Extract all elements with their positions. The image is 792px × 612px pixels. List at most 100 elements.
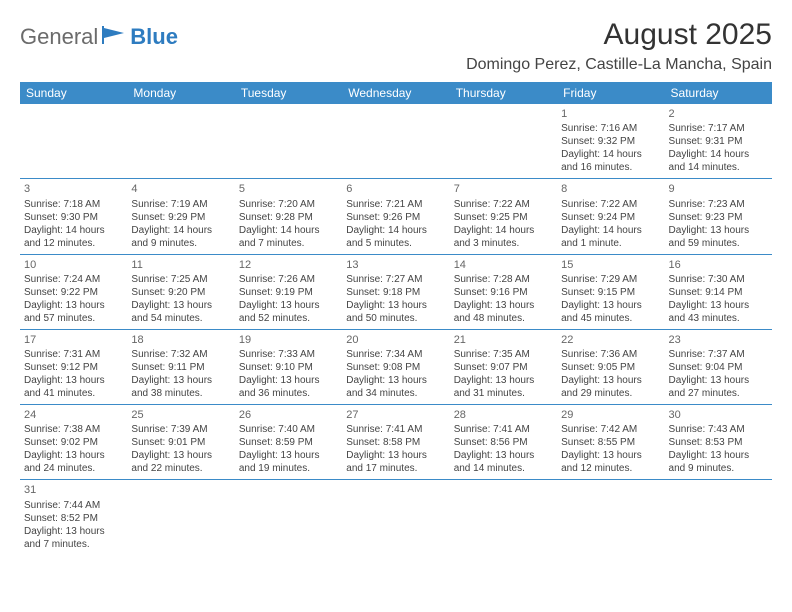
day-number: 4 <box>131 182 230 196</box>
cell-daylight2: and 34 minutes. <box>346 387 445 400</box>
cell-daylight1: Daylight: 13 hours <box>346 449 445 462</box>
calendar-cell: 6Sunrise: 7:21 AMSunset: 9:26 PMDaylight… <box>342 179 449 254</box>
cell-daylight2: and 38 minutes. <box>131 387 230 400</box>
calendar-cell: 5Sunrise: 7:20 AMSunset: 9:28 PMDaylight… <box>235 179 342 254</box>
cell-sunrise: Sunrise: 7:41 AM <box>454 423 553 436</box>
cell-sunset: Sunset: 9:18 PM <box>346 286 445 299</box>
calendar-cell: 22Sunrise: 7:36 AMSunset: 9:05 PMDayligh… <box>557 329 664 404</box>
calendar-cell: 19Sunrise: 7:33 AMSunset: 9:10 PMDayligh… <box>235 329 342 404</box>
cell-sunset: Sunset: 9:11 PM <box>131 361 230 374</box>
calendar-cell: 31Sunrise: 7:44 AMSunset: 8:52 PMDayligh… <box>20 480 127 555</box>
day-number: 20 <box>346 333 445 347</box>
cell-sunset: Sunset: 9:01 PM <box>131 436 230 449</box>
weekday-header: Tuesday <box>235 82 342 104</box>
day-number: 2 <box>669 107 768 121</box>
day-number: 28 <box>454 408 553 422</box>
calendar-cell <box>20 104 127 179</box>
cell-daylight2: and 52 minutes. <box>239 312 338 325</box>
calendar-cell <box>557 480 664 555</box>
cell-daylight1: Daylight: 14 hours <box>131 224 230 237</box>
calendar-cell: 8Sunrise: 7:22 AMSunset: 9:24 PMDaylight… <box>557 179 664 254</box>
cell-sunset: Sunset: 9:14 PM <box>669 286 768 299</box>
day-number: 13 <box>346 258 445 272</box>
cell-sunrise: Sunrise: 7:39 AM <box>131 423 230 436</box>
calendar-cell <box>235 104 342 179</box>
calendar-cell: 2Sunrise: 7:17 AMSunset: 9:31 PMDaylight… <box>665 104 772 179</box>
calendar-cell <box>127 480 234 555</box>
cell-sunrise: Sunrise: 7:38 AM <box>24 423 123 436</box>
calendar-cell: 27Sunrise: 7:41 AMSunset: 8:58 PMDayligh… <box>342 405 449 480</box>
cell-sunset: Sunset: 9:02 PM <box>24 436 123 449</box>
calendar-row: 10Sunrise: 7:24 AMSunset: 9:22 PMDayligh… <box>20 254 772 329</box>
cell-sunrise: Sunrise: 7:22 AM <box>561 198 660 211</box>
calendar-cell <box>342 480 449 555</box>
cell-sunset: Sunset: 8:56 PM <box>454 436 553 449</box>
cell-sunrise: Sunrise: 7:16 AM <box>561 122 660 135</box>
cell-sunset: Sunset: 9:23 PM <box>669 211 768 224</box>
weekday-header-row: Sunday Monday Tuesday Wednesday Thursday… <box>20 82 772 104</box>
calendar-cell: 13Sunrise: 7:27 AMSunset: 9:18 PMDayligh… <box>342 254 449 329</box>
calendar-row: 3Sunrise: 7:18 AMSunset: 9:30 PMDaylight… <box>20 179 772 254</box>
calendar-cell: 12Sunrise: 7:26 AMSunset: 9:19 PMDayligh… <box>235 254 342 329</box>
calendar-cell: 1Sunrise: 7:16 AMSunset: 9:32 PMDaylight… <box>557 104 664 179</box>
cell-sunset: Sunset: 8:59 PM <box>239 436 338 449</box>
cell-daylight2: and 29 minutes. <box>561 387 660 400</box>
cell-sunset: Sunset: 9:26 PM <box>346 211 445 224</box>
cell-sunrise: Sunrise: 7:29 AM <box>561 273 660 286</box>
cell-sunset: Sunset: 9:05 PM <box>561 361 660 374</box>
calendar-cell: 23Sunrise: 7:37 AMSunset: 9:04 PMDayligh… <box>665 329 772 404</box>
cell-sunrise: Sunrise: 7:28 AM <box>454 273 553 286</box>
day-number: 19 <box>239 333 338 347</box>
cell-daylight2: and 41 minutes. <box>24 387 123 400</box>
cell-sunset: Sunset: 9:29 PM <box>131 211 230 224</box>
cell-daylight2: and 7 minutes. <box>24 538 123 551</box>
cell-daylight1: Daylight: 13 hours <box>561 299 660 312</box>
cell-daylight2: and 19 minutes. <box>239 462 338 475</box>
calendar-cell: 29Sunrise: 7:42 AMSunset: 8:55 PMDayligh… <box>557 405 664 480</box>
day-number: 30 <box>669 408 768 422</box>
cell-daylight2: and 3 minutes. <box>454 237 553 250</box>
cell-daylight1: Daylight: 13 hours <box>454 449 553 462</box>
cell-daylight1: Daylight: 13 hours <box>669 299 768 312</box>
cell-sunset: Sunset: 9:28 PM <box>239 211 338 224</box>
cell-daylight2: and 1 minute. <box>561 237 660 250</box>
cell-daylight2: and 16 minutes. <box>561 161 660 174</box>
cell-sunrise: Sunrise: 7:34 AM <box>346 348 445 361</box>
cell-daylight2: and 27 minutes. <box>669 387 768 400</box>
cell-sunrise: Sunrise: 7:24 AM <box>24 273 123 286</box>
cell-sunset: Sunset: 8:53 PM <box>669 436 768 449</box>
cell-sunrise: Sunrise: 7:30 AM <box>669 273 768 286</box>
calendar-cell: 17Sunrise: 7:31 AMSunset: 9:12 PMDayligh… <box>20 329 127 404</box>
day-number: 11 <box>131 258 230 272</box>
cell-daylight1: Daylight: 13 hours <box>239 449 338 462</box>
calendar-row: 31Sunrise: 7:44 AMSunset: 8:52 PMDayligh… <box>20 480 772 555</box>
day-number: 14 <box>454 258 553 272</box>
calendar-cell: 7Sunrise: 7:22 AMSunset: 9:25 PMDaylight… <box>450 179 557 254</box>
calendar-cell: 3Sunrise: 7:18 AMSunset: 9:30 PMDaylight… <box>20 179 127 254</box>
cell-daylight1: Daylight: 13 hours <box>454 299 553 312</box>
cell-sunrise: Sunrise: 7:33 AM <box>239 348 338 361</box>
day-number: 9 <box>669 182 768 196</box>
cell-sunset: Sunset: 9:10 PM <box>239 361 338 374</box>
cell-daylight1: Daylight: 14 hours <box>669 148 768 161</box>
calendar-cell: 15Sunrise: 7:29 AMSunset: 9:15 PMDayligh… <box>557 254 664 329</box>
logo: General Blue <box>20 24 178 50</box>
day-number: 21 <box>454 333 553 347</box>
month-title: August 2025 <box>466 18 772 52</box>
cell-daylight2: and 14 minutes. <box>454 462 553 475</box>
calendar-cell: 11Sunrise: 7:25 AMSunset: 9:20 PMDayligh… <box>127 254 234 329</box>
cell-sunset: Sunset: 9:20 PM <box>131 286 230 299</box>
cell-daylight2: and 43 minutes. <box>669 312 768 325</box>
cell-daylight2: and 54 minutes. <box>131 312 230 325</box>
cell-daylight1: Daylight: 13 hours <box>24 374 123 387</box>
calendar-cell <box>235 480 342 555</box>
calendar-cell <box>342 104 449 179</box>
day-number: 22 <box>561 333 660 347</box>
day-number: 26 <box>239 408 338 422</box>
cell-daylight2: and 12 minutes. <box>24 237 123 250</box>
cell-daylight2: and 22 minutes. <box>131 462 230 475</box>
day-number: 23 <box>669 333 768 347</box>
day-number: 6 <box>346 182 445 196</box>
cell-sunrise: Sunrise: 7:18 AM <box>24 198 123 211</box>
calendar-body: 1Sunrise: 7:16 AMSunset: 9:32 PMDaylight… <box>20 104 772 555</box>
